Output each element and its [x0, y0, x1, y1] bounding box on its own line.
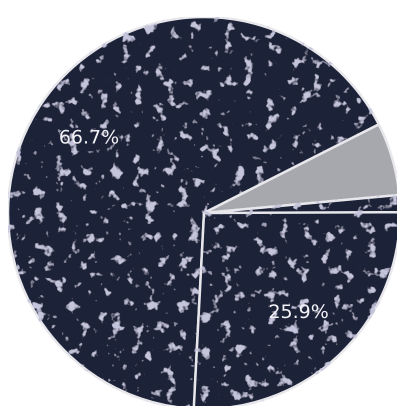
labels: 66.7% 25.9%	[59, 127, 329, 323]
data-label: 66.7%	[59, 127, 119, 149]
pie-slice	[192, 210, 397, 406]
pie-slice	[6, 15, 381, 406]
pie	[6, 15, 397, 406]
pie-slice	[202, 123, 397, 215]
data-label: 25.9%	[268, 301, 328, 323]
pie-slice	[202, 193, 397, 215]
